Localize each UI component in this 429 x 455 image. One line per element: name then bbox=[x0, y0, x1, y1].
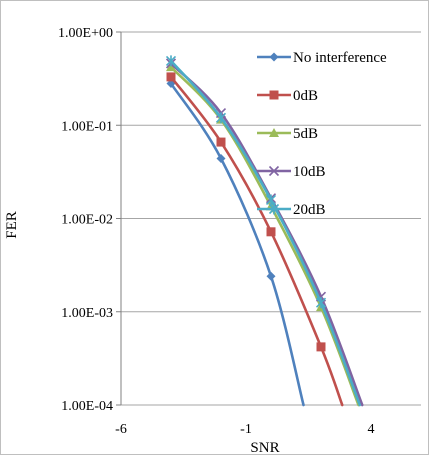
data-point bbox=[315, 297, 327, 309]
y-tick-label: 1.00E-02 bbox=[61, 213, 113, 228]
legend-entry: 0dB bbox=[257, 88, 318, 104]
legend-label: 20dB bbox=[293, 202, 326, 218]
legend-swatch-marker bbox=[269, 52, 279, 62]
legend-entry: 5dB bbox=[257, 126, 318, 142]
data-point bbox=[165, 55, 177, 67]
legend-entry: No interference bbox=[257, 50, 387, 66]
y-tick-label: 1.00E-04 bbox=[61, 399, 113, 414]
legend-label: 5dB bbox=[293, 126, 318, 142]
data-point bbox=[266, 271, 276, 281]
data-point bbox=[166, 72, 176, 82]
y-tick-label: 1.00E-03 bbox=[61, 306, 113, 321]
legend-entry: 10dB bbox=[257, 164, 326, 180]
x-tick-label: 4 bbox=[368, 422, 375, 437]
axes: 1.00E+00 1.00E-01 1.00E-02 1.00E-03 1.00E-04… bbox=[58, 26, 374, 437]
y-axis-label: FER bbox=[4, 211, 20, 239]
gridlines bbox=[121, 31, 421, 406]
legend-swatch-marker bbox=[269, 128, 279, 137]
series-line bbox=[169, 82, 305, 407]
data-point bbox=[215, 112, 227, 124]
x-tick-label: -6 bbox=[115, 422, 127, 437]
data-point bbox=[216, 153, 226, 163]
legend-swatch-marker bbox=[268, 203, 280, 215]
y-tick-label: 1.00E+00 bbox=[58, 26, 113, 41]
data-point bbox=[166, 62, 176, 72]
legend-label: No interference bbox=[293, 50, 387, 66]
data-point bbox=[316, 342, 326, 352]
legend-swatch-marker bbox=[269, 90, 279, 100]
x-tick-label: -1 bbox=[240, 422, 252, 437]
legend-label: 0dB bbox=[293, 88, 318, 104]
data-point bbox=[266, 227, 276, 237]
x-axis-label: SNR bbox=[250, 440, 279, 455]
legend-entry: 20dB bbox=[257, 202, 326, 218]
series-0db bbox=[166, 72, 344, 407]
legend-label: 10dB bbox=[293, 164, 326, 180]
legend: No interference 0dB 5dB 10dB 20dB bbox=[257, 50, 387, 218]
data-point bbox=[216, 137, 226, 147]
y-tick-label: 1.00E-01 bbox=[61, 119, 113, 134]
legend-swatch-marker bbox=[268, 165, 280, 177]
data-point bbox=[265, 194, 277, 206]
